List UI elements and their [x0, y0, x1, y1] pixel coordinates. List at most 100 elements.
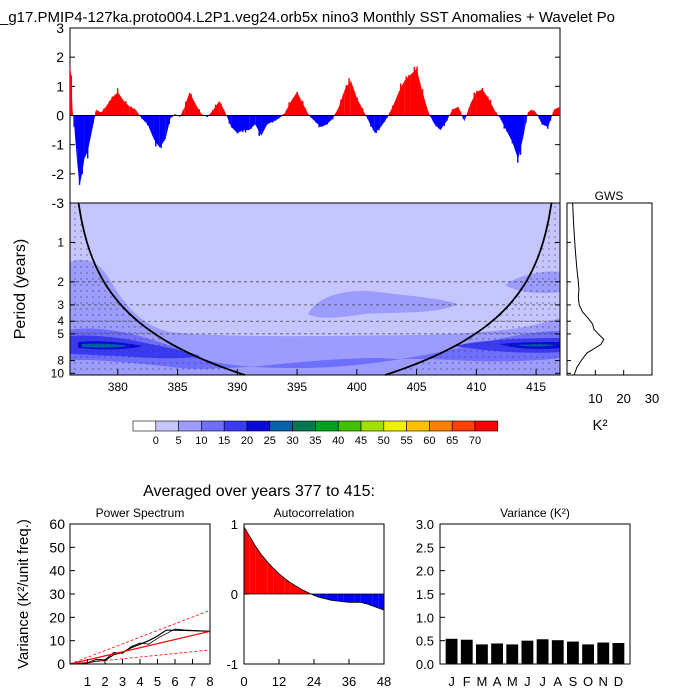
colorbar-box	[315, 420, 339, 432]
colorbar-label: 50	[378, 435, 390, 447]
cone-of-influence-left	[77, 202, 246, 376]
anomaly-segment	[189, 92, 196, 116]
variance-bar	[612, 643, 625, 664]
anomaly-ytick-label: -3	[52, 195, 65, 211]
autocorrelation-segment	[378, 594, 384, 611]
colorbar-box	[360, 420, 385, 432]
anomaly-segment	[548, 115, 553, 128]
gws-xlabel: K²	[593, 417, 608, 434]
wavelet-xtick-label: 395	[287, 380, 307, 394]
autocorrelation-segment	[284, 578, 291, 594]
colorbar-label: 30	[286, 435, 298, 447]
anomaly-segment	[72, 106, 74, 116]
colorbar-label: 20	[241, 435, 253, 447]
ac-xtick-label: 36	[342, 674, 356, 689]
wavelet-xtick-label: 400	[347, 380, 367, 394]
variance-ytick-label: 2.0	[416, 564, 434, 579]
wavelet-ytick-label: 10	[51, 366, 65, 380]
variance-xtick-label: D	[614, 674, 623, 689]
variance-ytick-label: 0.5	[416, 634, 434, 649]
autocorrelation-segment	[372, 594, 379, 608]
colorbar-label: 35	[309, 435, 321, 447]
ac-xtick-label: 48	[377, 674, 391, 689]
variance-ytick-label: 2.5	[416, 540, 434, 555]
variance-xtick-label: S	[569, 674, 578, 689]
anomaly-segment	[494, 109, 499, 116]
anomaly-segment	[537, 115, 543, 125]
ps-ytick-label: 60	[49, 516, 65, 532]
wavelet-ytick-label: 2	[57, 275, 64, 289]
power-spectrum-series-line	[69, 628, 211, 665]
contour-level-5	[70, 259, 560, 375]
gws-xtick-label: 10	[588, 391, 602, 406]
variance-xtick-label: J	[539, 674, 546, 689]
wavelet-ytick-label: 4	[57, 314, 64, 328]
colorbar-label: 10	[195, 435, 207, 447]
wavelet-xtick-label: 415	[526, 380, 546, 394]
autocorrelation-segment	[249, 536, 256, 594]
variance-bar	[476, 644, 488, 664]
anomaly-segment	[434, 115, 441, 131]
wavelet-panel: 380 385 390 395 400 405 410 415 1 2 3 45 810 Period (…	[12, 202, 561, 394]
anomaly-ytick-label: -1	[52, 137, 65, 153]
gws-xtick-label: 30	[645, 391, 659, 406]
ac-ytick-label: 1	[231, 517, 238, 532]
variance-bar	[536, 639, 549, 664]
anomaly-segment	[449, 109, 453, 116]
wavelet-xtick-label: 405	[407, 380, 427, 394]
ps-ytick-label: 40	[49, 563, 65, 579]
colorbar-label: 45	[355, 435, 367, 447]
variance-xtick-label: M	[476, 674, 487, 689]
anomaly-ytick-label: 1	[56, 78, 64, 94]
autocorrelation-segment	[349, 594, 355, 603]
autocorrelation-segment	[366, 594, 373, 606]
wavelet-ytick-label: 3	[57, 298, 64, 312]
autocorrelation-segment	[325, 594, 332, 601]
power-spectrum-series-line	[69, 630, 211, 665]
variance-xtick-label: O	[583, 674, 593, 689]
gws-series-line	[572, 202, 605, 376]
power-spectrum-series-line	[69, 649, 211, 665]
gws-xtick-label: 20	[616, 391, 630, 406]
ps-ytick-label: 20	[49, 609, 65, 625]
anomaly-segment	[428, 112, 431, 116]
autocorrelation-segment	[337, 594, 344, 602]
ps-ytick-label: 30	[49, 586, 65, 602]
variance-bar	[460, 639, 473, 664]
ps-xtick-label: 5	[154, 674, 161, 689]
anomaly-ytick-label: 3	[56, 20, 64, 36]
wavelet-xtick-label: 410	[466, 380, 486, 394]
power-spectrum-series-line	[69, 609, 211, 665]
colorbar-box	[246, 420, 271, 432]
ac-xtick-label: 24	[307, 674, 321, 689]
variance-xtick-label: A	[493, 674, 502, 689]
variance-bar	[551, 640, 564, 664]
variance-bar	[445, 638, 458, 664]
autocorrelation-segment	[244, 526, 250, 594]
variance-xtick-label: J	[524, 674, 531, 689]
wavelet-ytick-label: 1	[57, 235, 64, 249]
anomaly-segment	[279, 115, 283, 119]
power-spectrum-panel: Power Spectrum 1 2 3 4 5 6 7 8 0 10 20 30 40 50 60 Var…	[15, 506, 214, 689]
ps-xtick-label: 3	[119, 674, 126, 689]
colorbar-box	[383, 420, 407, 432]
variance-ytick-label: 0.0	[416, 657, 434, 672]
variance-bar	[582, 644, 594, 664]
anomaly-segment	[225, 112, 227, 116]
gws-title: GWS	[595, 189, 624, 203]
colorbar-label: 0	[153, 435, 159, 447]
wavelet-ytick-label: 5	[57, 327, 64, 341]
colorbar-label: 15	[218, 435, 230, 447]
ps-xtick-label: 6	[171, 674, 178, 689]
anomaly-segment	[422, 92, 429, 116]
anomaly-segment	[527, 112, 528, 116]
variance-panel: Variance (K²) J F M A M J J A S O N D0.00.51.01.52.…	[416, 506, 631, 689]
ac-ytick-label: 0	[231, 587, 238, 602]
variance-bar	[521, 640, 534, 664]
colorbar-label: 5	[176, 435, 182, 447]
autocorrelation-segment	[354, 594, 361, 603]
ps-xtick-label: 1	[84, 674, 91, 689]
autocorrelation-segment	[255, 546, 262, 594]
variance-bar	[491, 643, 503, 664]
autocorrelation-segment	[360, 594, 367, 604]
